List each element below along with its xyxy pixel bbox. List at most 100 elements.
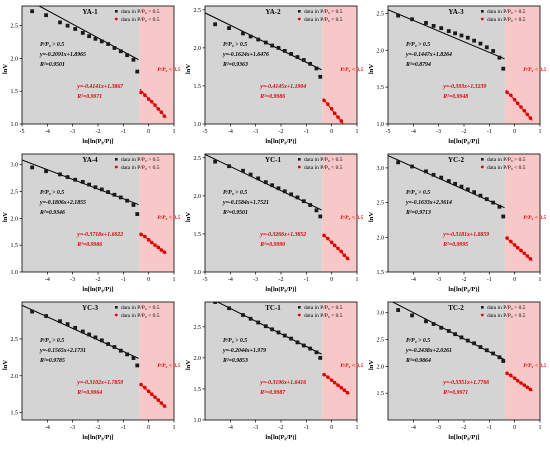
- x-tick-label: 1: [173, 277, 176, 283]
- y-tick-label: 1.5: [194, 232, 202, 238]
- data-point-low: [149, 392, 154, 396]
- legend-label-high: data in P/P₀ > 0.5: [121, 9, 160, 15]
- high-region-label: P/P₀ > 0.5: [223, 42, 247, 48]
- x-tick-label: -3: [253, 129, 258, 135]
- chart-panel-ya-3: -5 -4 -3 -2 -1 0 1 1.0 1.5 2.0 2.5 ln[ln(P₀/P)] lnV Y…: [368, 5, 546, 145]
- high-pressure-region: [205, 302, 323, 420]
- data-point-low: [515, 245, 520, 250]
- high-region-label: P/P₀ > 0.5: [223, 190, 247, 196]
- data-point-low: [149, 240, 154, 245]
- x-axis-label: ln[ln(P₀/P)]: [82, 434, 113, 441]
- data-point-low: [146, 389, 151, 394]
- y-tick-label: 1.5: [11, 411, 19, 417]
- y-tick-label: 1.5: [377, 270, 385, 276]
- high-fit-equation: y=-0.1806x+2.1855: [39, 200, 86, 206]
- data-point-low: [339, 385, 344, 390]
- legend-marker-high: [481, 158, 484, 161]
- high-fit-r2: R²=0.9501: [222, 210, 248, 216]
- low-pressure-region: [139, 6, 174, 124]
- y-axis-label: lnV: [185, 360, 192, 370]
- legend-marker-high: [481, 10, 484, 13]
- low-pressure-region: [139, 302, 174, 420]
- data-point-high: [248, 172, 253, 177]
- data-point-low: [322, 98, 326, 103]
- data-point-low: [512, 243, 517, 247]
- low-pressure-region: [505, 6, 540, 124]
- low-region-label: P/P₀ < 0.5: [523, 363, 546, 369]
- x-tick-label: 1: [356, 129, 359, 135]
- low-region-label: P/P₀ < 0.5: [340, 67, 363, 73]
- x-tick-label: 1: [173, 425, 176, 431]
- plot-area: [213, 302, 350, 395]
- low-fit-equation: y=-0.3102x+1.7859: [76, 380, 123, 386]
- data-point-high: [424, 319, 428, 324]
- data-point-low: [345, 256, 350, 261]
- data-point-high: [106, 42, 111, 46]
- x-tick-label: -5: [386, 129, 391, 135]
- high-fit-equation: y=-0.1584x+1.7521: [222, 200, 269, 206]
- data-point-high: [65, 175, 70, 179]
- y-axis-label: lnV: [185, 212, 192, 222]
- y-tick-label: 2.0: [11, 374, 19, 380]
- data-point-low: [528, 387, 533, 392]
- data-point-high: [478, 41, 483, 46]
- panel-title: YA-1: [82, 8, 98, 16]
- high-fit-line: [38, 6, 139, 61]
- data-point-low: [525, 112, 530, 117]
- data-point-low: [143, 385, 147, 390]
- data-point-low: [326, 102, 330, 107]
- y-tick-label: 2.0: [377, 48, 385, 54]
- data-point-high: [131, 57, 136, 62]
- low-region-label: P/P₀ < 0.5: [157, 363, 180, 369]
- legend-marker-low: [297, 313, 301, 317]
- data-point-high: [99, 187, 104, 192]
- y-axis-label: lnV: [2, 212, 9, 222]
- x-axis-label: ln[ln(P₀/P)]: [265, 138, 296, 145]
- data-point-high: [276, 45, 281, 50]
- data-point-high: [453, 332, 458, 337]
- plot-area: [391, 302, 533, 392]
- high-region-label: P/P₀ > 0.5: [40, 42, 64, 48]
- data-point-high: [270, 327, 275, 332]
- low-pressure-region: [505, 154, 540, 272]
- legend-label-high: data in P/P₀ > 0.5: [304, 157, 343, 163]
- y-tick-label: 2.0: [377, 235, 385, 241]
- legend-label-high: data in P/P₀ > 0.5: [487, 157, 526, 163]
- data-point-high: [270, 43, 275, 48]
- panel-title: YA-4: [82, 156, 98, 164]
- data-point-high: [314, 350, 319, 355]
- data-point-low: [522, 108, 527, 113]
- data-point-high: [125, 53, 130, 58]
- data-point-low: [162, 250, 167, 254]
- data-point-high: [263, 180, 268, 185]
- data-point-high: [112, 192, 117, 197]
- x-tick-label: 0: [330, 277, 333, 283]
- low-fit-r2: R²=0.9995: [442, 242, 468, 248]
- data-point-low: [509, 93, 513, 98]
- data-point-high: [263, 40, 268, 45]
- x-tick-label: 1: [539, 425, 542, 431]
- data-point-low: [332, 111, 337, 116]
- high-pressure-region: [388, 154, 506, 272]
- y-tick-label: 2.0: [194, 194, 202, 200]
- data-point-low: [336, 383, 340, 388]
- data-point-high: [301, 58, 306, 62]
- data-point-low: [525, 254, 530, 258]
- x-axis-label: ln[ln(P₀/P)]: [448, 286, 479, 293]
- data-point-high: [314, 208, 319, 213]
- data-point-high: [484, 45, 489, 50]
- data-point-high: [396, 13, 401, 18]
- high-fit-equation: y=-0.2091x+1.8965: [39, 52, 86, 58]
- low-region-label: P/P₀ < 0.5: [157, 67, 180, 73]
- data-point-high: [308, 61, 313, 66]
- data-point-low: [326, 236, 330, 241]
- low-region-label: P/P₀ < 0.5: [340, 363, 363, 369]
- y-tick-label: 2.5: [194, 156, 202, 162]
- data-point-high: [446, 29, 451, 33]
- x-tick-label: -4: [228, 129, 233, 135]
- data-point-high: [118, 49, 123, 54]
- y-tick-label: 1.0: [194, 122, 202, 128]
- data-point-low: [156, 245, 161, 250]
- data-point-low: [332, 380, 337, 385]
